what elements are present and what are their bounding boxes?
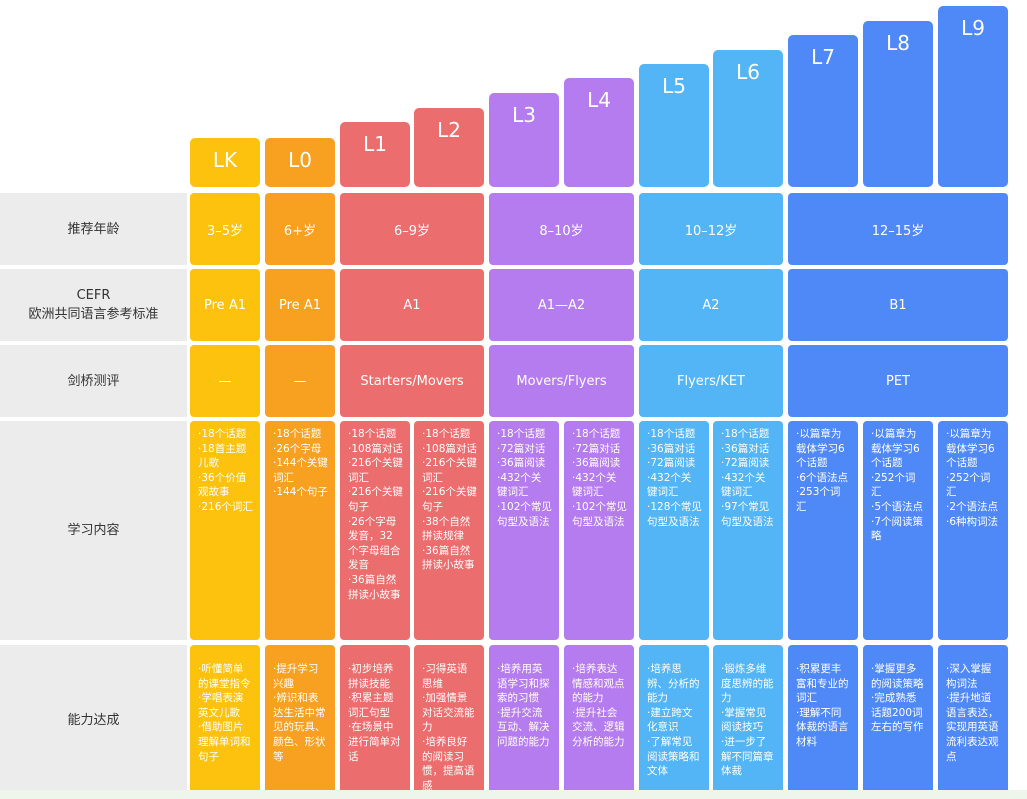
row-label-cambridge: 剑桥测评	[0, 345, 187, 417]
ability-box-l6: ·锻炼多维 度思辨的能 力 ·掌握常见 阅读技巧 ·进一步了 解不同篇章 体裁	[713, 645, 783, 795]
ability-box-l5: ·培养思 辨、分析的 能力 ·建立跨文 化意识 ·了解常见 阅读策略和 文体	[639, 645, 709, 795]
level-label: L4	[587, 88, 611, 112]
content-text: ·以篇章为 载体学习6 个话题 ·6个语法点 ·253个词 汇	[796, 428, 849, 513]
cefr-cell-lk: Pre A1	[190, 269, 260, 341]
ability-box-l2: ·习得英语 思维 ·加强情景 对话交流能 力 ·培养良好 的阅读习 惯，提高语 …	[414, 645, 484, 795]
content-box-l1: ·18个话题 ·108篇对话 ·216个关键 词汇 ·216个关键 句子 ·26…	[340, 421, 410, 640]
cambridge-cell-l3-l4: Movers/Flyers	[489, 345, 634, 417]
level-label: L2	[437, 118, 461, 142]
content-text: ·18个话题 ·36篇对话 ·72篇阅读 ·432个关 键词汇 ·97个常见 句…	[721, 428, 774, 528]
level-label: L0	[288, 148, 312, 172]
cefr-cell-l5-l6: A2	[639, 269, 783, 341]
ability-box-l9: ·深入掌握 构词法 ·提升地道 语言表达， 实现用英语 流利表达观 点	[938, 645, 1008, 795]
level-header-l6: L6	[713, 50, 783, 187]
ability-text: ·培养表达 情感和观点 的能力 ·提升社会 交流、逻辑 分析的能力	[572, 663, 625, 748]
cefr-cell-l3-l4: A1—A2	[489, 269, 634, 341]
content-text: ·18个话题 ·72篇对话 ·36篇阅读 ·432个关 键词汇 ·102个常见 …	[497, 428, 552, 528]
ability-text: ·提升学习 兴趣 ·辨识和表 达生活中常 见的玩具、 颜色、形状 等	[273, 663, 326, 763]
cefr-cell-l7-l9: B1	[788, 269, 1008, 341]
ability-text: ·深入掌握 构词法 ·提升地道 语言表达， 实现用英语 流利表达观 点	[946, 663, 999, 763]
level-label: L6	[736, 60, 760, 84]
ability-text: ·初步培养 拼读技能 ·积累主题 词汇句型 ·在场景中 进行简单对 话	[348, 663, 401, 763]
cambridge-cell-l7-l9: PET	[788, 345, 1008, 417]
ability-box-l1: ·初步培养 拼读技能 ·积累主题 词汇句型 ·在场景中 进行简单对 话	[340, 645, 410, 795]
cambridge-cell-l1-l2: Starters/Movers	[340, 345, 484, 417]
ability-box-l7: ·积累更丰 富和专业的 词汇 ·理解不同 体裁的语言 材料	[788, 645, 858, 795]
age-cell-l5-l6: 10–12岁	[639, 193, 783, 265]
level-label: L9	[961, 16, 985, 40]
content-box-l5: ·18个话题 ·36篇对话 ·72篇阅读 ·432个关 键词汇 ·128个常见 …	[639, 421, 709, 640]
ability-text: ·锻炼多维 度思辨的能 力 ·掌握常见 阅读技巧 ·进一步了 解不同篇章 体裁	[721, 663, 774, 778]
ability-text: ·掌握更多 的阅读策略 ·完成熟悉 话题200词 左右的写作	[871, 663, 924, 734]
level-header-l2: L2	[414, 108, 484, 187]
level-header-l9: L9	[938, 6, 1008, 187]
level-label: L7	[811, 45, 835, 69]
content-text: ·18个话题 ·108篇对话 ·216个关键 词汇 ·216个关键 句子 ·38…	[422, 428, 477, 572]
ability-text: ·习得英语 思维 ·加强情景 对话交流能 力 ·培养良好 的阅读习 惯，提高语 …	[422, 663, 475, 792]
age-cell-lk: 3–5岁	[190, 193, 260, 265]
level-label: L3	[512, 103, 536, 127]
level-label: L1	[363, 132, 387, 156]
level-header-l1: L1	[340, 122, 410, 187]
content-box-l9: ·以篇章为 载体学习6 个话题 ·252个词 汇 ·2个语法点 ·6种构词法	[938, 421, 1008, 640]
cambridge-cell-l0: —	[265, 345, 335, 417]
content-text: ·以篇章为 载体学习6 个话题 ·252个词 汇 ·2个语法点 ·6种构词法	[946, 428, 999, 528]
age-cell-l3-l4: 8–10岁	[489, 193, 634, 265]
cambridge-cell-l5-l6: Flyers/KET	[639, 345, 783, 417]
content-text: ·18个话题 ·72篇对话 ·36篇阅读 ·432个关 键词汇 ·102个常见 …	[572, 428, 627, 528]
level-label: LK	[212, 148, 238, 172]
ability-box-lk: ·听懂简单 的课堂指令 ·学唱表演 英文儿歌 ·借助图片 理解单词和 句子	[190, 645, 260, 795]
row-label-content: 学习内容	[0, 421, 187, 640]
ability-text: ·听懂简单 的课堂指令 ·学唱表演 英文儿歌 ·借助图片 理解单词和 句子	[198, 663, 251, 763]
age-cell-l0: 6+岁	[265, 193, 335, 265]
content-text: ·18个话题 ·108篇对话 ·216个关键 词汇 ·216个关键 句子 ·26…	[348, 428, 403, 601]
ability-box-l8: ·掌握更多 的阅读策略 ·完成熟悉 话题200词 左右的写作	[863, 645, 933, 795]
content-text: ·18个话题 ·36篇对话 ·72篇阅读 ·432个关 键词汇 ·128个常见 …	[647, 428, 702, 528]
content-box-l3: ·18个话题 ·72篇对话 ·36篇阅读 ·432个关 键词汇 ·102个常见 …	[489, 421, 559, 640]
content-box-l8: ·以篇章为 载体学习6 个话题 ·252个词 汇 ·5个语法点 ·7个阅读策 略	[863, 421, 933, 640]
age-cell-l7-l9: 12–15岁	[788, 193, 1008, 265]
content-box-l4: ·18个话题 ·72篇对话 ·36篇阅读 ·432个关 键词汇 ·102个常见 …	[564, 421, 634, 640]
age-cell-l1-l2: 6–9岁	[340, 193, 484, 265]
level-header-l4: L4	[564, 78, 634, 187]
level-header-l0: L0	[265, 138, 335, 187]
cefr-cell-l1-l2: A1	[340, 269, 484, 341]
content-text: ·以篇章为 载体学习6 个话题 ·252个词 汇 ·5个语法点 ·7个阅读策 略	[871, 428, 924, 543]
cefr-cell-l0: Pre A1	[265, 269, 335, 341]
content-text: ·18个话题 ·26个字母 ·144个关键 词汇 ·144个句子	[273, 428, 328, 499]
level-header-l5: L5	[639, 64, 709, 187]
level-header-l3: L3	[489, 93, 559, 187]
ability-text: ·积累更丰 富和专业的 词汇 ·理解不同 体裁的语言 材料	[796, 663, 849, 748]
ability-text: ·培养思 辨、分析的 能力 ·建立跨文 化意识 ·了解常见 阅读策略和 文体	[647, 663, 700, 778]
ability-box-l4: ·培养表达 情感和观点 的能力 ·提升社会 交流、逻辑 分析的能力	[564, 645, 634, 795]
content-box-l0: ·18个话题 ·26个字母 ·144个关键 词汇 ·144个句子	[265, 421, 335, 640]
row-label-age: 推荐年龄	[0, 193, 187, 265]
content-text: ·18个话题 ·18首主题 儿歌 ·36个价值 观故事 ·216个词汇	[198, 428, 253, 513]
cambridge-cell-lk: —	[190, 345, 260, 417]
level-label: L8	[886, 31, 910, 55]
level-header-l8: L8	[863, 21, 933, 187]
ability-box-l0: ·提升学习 兴趣 ·辨识和表 达生活中常 见的玩具、 颜色、形状 等	[265, 645, 335, 795]
row-label-ability: 能力达成	[0, 645, 187, 795]
ability-text: ·培养用英 语学习和探 索的习惯 ·提升交流 互动、解决 问题的能力	[497, 663, 550, 748]
ability-box-l3: ·培养用英 语学习和探 索的习惯 ·提升交流 互动、解决 问题的能力	[489, 645, 559, 795]
content-box-lk: ·18个话题 ·18首主题 儿歌 ·36个价值 观故事 ·216个词汇	[190, 421, 260, 640]
content-box-l2: ·18个话题 ·108篇对话 ·216个关键 词汇 ·216个关键 句子 ·38…	[414, 421, 484, 640]
row-label-cefr: CEFR 欧洲共同语言参考标准	[0, 269, 187, 341]
bottom-strip	[0, 790, 1027, 799]
content-box-l7: ·以篇章为 载体学习6 个话题 ·6个语法点 ·253个词 汇	[788, 421, 858, 640]
level-header-lk: LK	[190, 138, 260, 187]
level-label: L5	[662, 74, 686, 98]
content-box-l6: ·18个话题 ·36篇对话 ·72篇阅读 ·432个关 键词汇 ·97个常见 句…	[713, 421, 783, 640]
level-header-l7: L7	[788, 35, 858, 187]
